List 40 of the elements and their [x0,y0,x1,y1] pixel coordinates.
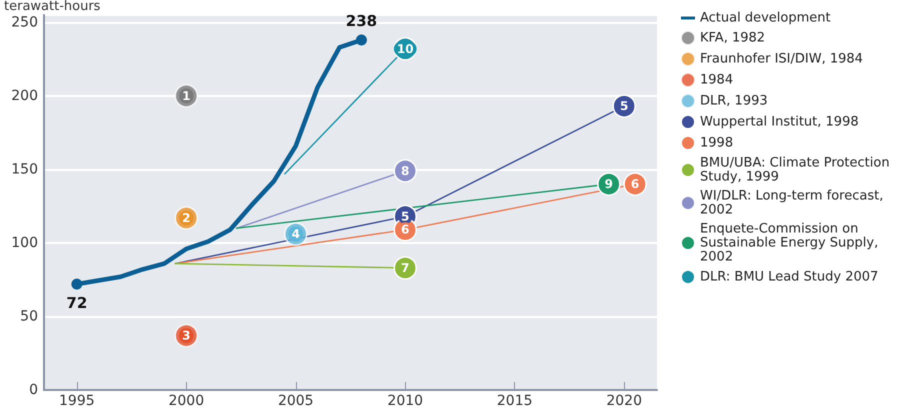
point [356,34,367,46]
annotation: 3 [182,328,190,343]
x-tick-label: 1995 [59,393,95,409]
legend-label: 1998 [700,136,734,150]
y-tick-label: 100 [11,234,38,251]
x-tick-label: 2000 [168,393,204,409]
legend-label: Wuppertal Institut, 1998 [700,114,859,130]
data-label: 238 [346,12,378,30]
annotation: 6 [401,222,410,237]
y-tick-label: 200 [11,88,38,104]
data-label: 72 [66,294,88,312]
annotation: 4 [292,227,300,242]
annotation: 6 [630,177,640,192]
annotation: 10 [396,42,414,56]
y-tick-label: 0 [29,382,38,398]
y-tick-label: 250 [11,14,38,30]
legend-label: Actual development [700,10,831,26]
x-tick-label: 2020 [606,393,642,409]
annotation: 8 [401,164,410,178]
annotation: 9 [604,177,614,192]
y-axis-title: terawatt-hours [4,0,101,14]
legend-label: Enquete-Commission on Sustainable Energy Supply, 2002 [700,222,882,264]
x-tick-label: 2010 [387,393,424,409]
y-tick-label: 50 [20,308,38,324]
legend-label: KFA, 1982 [700,30,766,46]
annotation: 2 [182,210,190,225]
legend-label: BMU/UBA: Climate Protection Study, 1999 [700,156,894,184]
x-tick-label: 2015 [496,393,533,409]
annotation: 5 [620,99,628,114]
y-tick-label: 150 [11,161,38,178]
legend-label: 1984 [700,72,734,88]
legend-label: Fraunhofer ISI/DIW, 1984 [700,52,863,66]
point [71,278,82,290]
annotation: 5 [401,209,410,224]
legend-label: WI/DLR: Long-term forecast, 2002 [700,188,888,218]
annotation: 1 [182,88,190,103]
legend-label: DLR: BMU Lead Study 2007 [700,270,878,284]
legend-label: DLR, 1993 [700,94,768,108]
x-tick-label: 2005 [278,393,314,409]
annotation: 7 [401,260,410,275]
